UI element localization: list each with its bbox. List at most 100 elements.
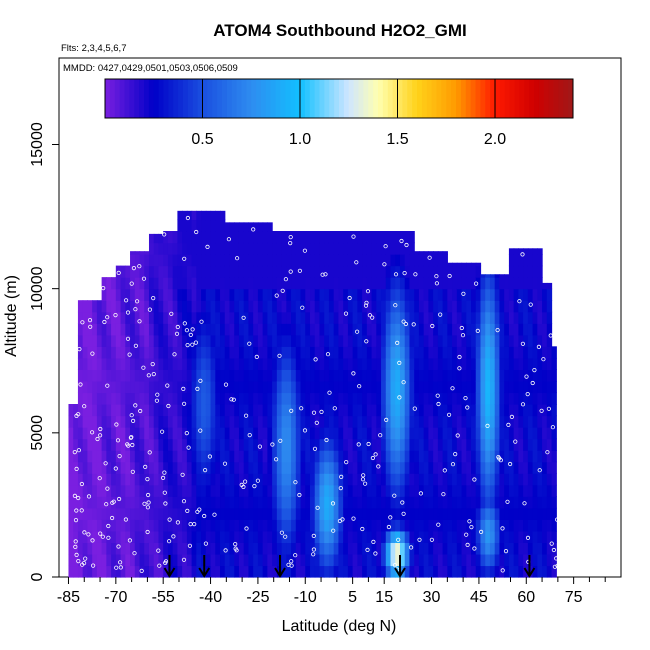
heatmap-cell <box>537 311 543 324</box>
heatmap-cell <box>262 357 268 370</box>
heatmap-cell <box>428 392 434 405</box>
heatmap-cell <box>551 415 557 428</box>
heatmap-cell <box>196 484 202 497</box>
heatmap-cell <box>257 484 264 497</box>
heatmap-cell <box>92 450 98 463</box>
heatmap-cell <box>385 380 392 394</box>
heatmap-cell <box>253 265 259 278</box>
heatmap-cell <box>381 438 387 451</box>
heatmap-cell <box>347 404 354 417</box>
sample-point <box>190 342 195 347</box>
heatmap-cell <box>286 484 292 497</box>
heatmap-cell <box>447 346 453 359</box>
heatmap-cell <box>542 288 548 301</box>
heatmap-cell <box>144 357 150 370</box>
heatmap-cell <box>120 288 126 301</box>
heatmap-cell <box>300 507 306 520</box>
sample-point <box>552 564 558 569</box>
heatmap-cell <box>167 380 174 394</box>
heatmap-cell <box>291 450 297 463</box>
heatmap-cell <box>466 450 472 463</box>
heatmap-cell <box>130 427 136 440</box>
heatmap-cell <box>106 323 112 336</box>
sample-point <box>293 553 298 558</box>
heatmap-cell <box>92 427 98 440</box>
heatmap-cell <box>333 242 340 255</box>
x-tick-label: 5 <box>348 589 357 606</box>
heatmap-cell <box>542 473 548 486</box>
heatmap-cell <box>513 334 519 347</box>
heatmap-cell <box>238 565 245 578</box>
heatmap-cell <box>385 300 392 313</box>
heatmap-cell <box>243 311 250 324</box>
heatmap-cell <box>489 438 496 451</box>
heatmap-cell <box>115 438 122 451</box>
heatmap-cell <box>362 450 368 463</box>
heatmap-cell <box>220 369 226 382</box>
heatmap-cell <box>314 231 321 244</box>
heatmap-cell <box>172 404 178 417</box>
heatmap-cell <box>148 380 155 394</box>
heatmap-cell <box>281 242 287 255</box>
heatmap-cell <box>546 392 553 405</box>
heatmap-cell <box>139 254 145 267</box>
heatmap-cell <box>385 254 392 267</box>
heatmap-cell <box>106 461 112 474</box>
heatmap-cell <box>210 369 216 382</box>
heatmap-cell <box>414 254 420 267</box>
heatmap-cell <box>461 288 467 301</box>
heatmap-cell <box>437 369 444 382</box>
heatmap-cell <box>499 484 505 497</box>
heatmap-cell <box>475 473 482 486</box>
heatmap-cell <box>196 450 202 463</box>
colorbar-segment <box>417 79 423 118</box>
heatmap-cell <box>442 380 448 394</box>
heatmap-cell <box>238 496 245 509</box>
heatmap-cell <box>466 323 472 336</box>
heatmap-cell <box>485 274 491 278</box>
heatmap-cell <box>428 553 434 567</box>
heatmap-cell <box>186 277 193 290</box>
heatmap-cell <box>508 380 515 394</box>
heatmap-cell <box>461 323 467 336</box>
heatmap-cell <box>371 519 377 532</box>
heatmap-cell <box>73 415 79 428</box>
heatmap-cell <box>314 530 321 543</box>
colorbar-segment <box>402 79 408 118</box>
heatmap-cell <box>167 288 174 301</box>
colorbar-segment <box>280 79 286 118</box>
heatmap-cell <box>267 473 273 486</box>
heatmap-cell <box>262 369 268 382</box>
heatmap-cell <box>347 392 354 405</box>
heatmap-cell <box>262 438 268 451</box>
heatmap-cell <box>158 265 164 278</box>
heatmap-cell <box>257 231 264 244</box>
heatmap-cell <box>186 415 193 428</box>
heatmap-cell <box>215 242 221 255</box>
heatmap-cell <box>77 357 84 370</box>
heatmap-cell <box>139 288 145 301</box>
heatmap-cell <box>518 248 524 255</box>
heatmap-cell <box>551 346 557 359</box>
colorbar-segment <box>212 79 218 118</box>
heatmap-cell <box>414 473 420 486</box>
heatmap-cell <box>537 565 543 578</box>
heatmap-cell <box>167 392 174 405</box>
sample-point <box>167 517 172 522</box>
heatmap-cell <box>381 484 387 497</box>
heatmap-cell <box>471 404 477 417</box>
heatmap-cell <box>281 380 287 394</box>
sample-point <box>351 371 356 376</box>
heatmap-cell <box>428 369 434 382</box>
heatmap-cell <box>87 346 93 359</box>
heatmap-cell <box>527 404 534 417</box>
heatmap-cell <box>191 496 197 509</box>
heatmap-cell <box>480 277 486 290</box>
heatmap-cell <box>399 484 406 497</box>
heatmap-cell <box>224 334 231 347</box>
heatmap-cell <box>243 242 250 255</box>
heatmap-cell <box>523 542 529 555</box>
heatmap-cell <box>158 392 164 405</box>
heatmap-cell <box>253 277 259 290</box>
heatmap-cell <box>68 415 74 428</box>
